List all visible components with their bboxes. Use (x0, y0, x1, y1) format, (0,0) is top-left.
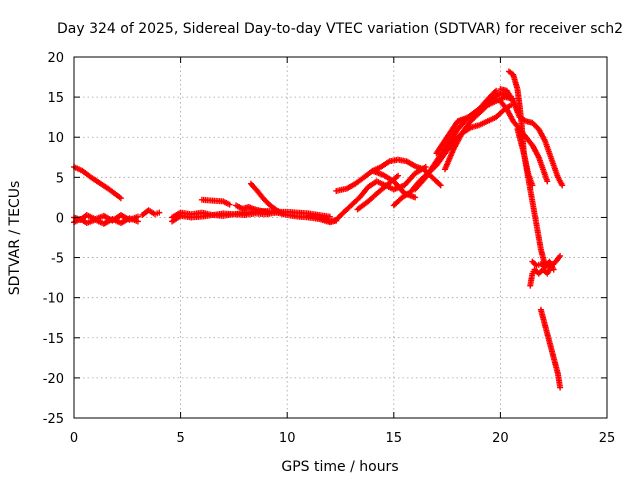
y-tick-label: 0 (56, 211, 64, 226)
y-tick-label: -10 (43, 292, 64, 307)
y-tick-label: 15 (47, 91, 64, 106)
series-arc-17 (441, 94, 517, 173)
y-tick-label: -20 (43, 372, 64, 387)
y-tick-label: -5 (51, 252, 64, 267)
data-point (544, 178, 551, 185)
x-tick-label: 20 (492, 431, 509, 446)
data-point (279, 210, 286, 217)
series-arc-23 (529, 258, 557, 273)
data-point (117, 195, 124, 202)
series-arc-10 (305, 163, 429, 225)
x-tick-label: 0 (70, 431, 78, 446)
series-arc-19 (497, 98, 551, 185)
series-arc-21 (514, 126, 549, 269)
series-arc-1 (71, 163, 124, 202)
data-point (493, 87, 500, 94)
data-point (557, 252, 564, 259)
data-point (437, 182, 444, 189)
data-point-interp (491, 88, 498, 95)
data-point (412, 194, 419, 201)
series-arc-4 (139, 207, 163, 219)
data-point (156, 209, 163, 216)
series-arc-3 (71, 215, 141, 227)
data-point-interp (436, 181, 443, 188)
data-marks (71, 68, 566, 391)
data-point (265, 209, 272, 216)
data-point (395, 172, 402, 179)
series-arc-7 (198, 196, 233, 208)
y-tick-label: -25 (43, 412, 64, 427)
series-arc-24 (537, 306, 564, 391)
data-point (226, 201, 233, 208)
series-arc-20 (505, 68, 536, 189)
series-arc-18 (497, 86, 566, 189)
x-tick-label: 5 (176, 431, 184, 446)
y-tick-label: 20 (47, 51, 64, 66)
y-axis-label: SDTVAR / TECUs (7, 181, 23, 296)
series-arc-9 (247, 180, 286, 217)
data-point (557, 384, 564, 391)
x-axis-label: GPS time / hours (281, 459, 398, 475)
data-point (559, 182, 566, 189)
series-arc-12 (354, 172, 402, 213)
x-tick-label: 15 (386, 431, 403, 446)
grid (74, 57, 607, 418)
y-tick-label: 5 (56, 171, 64, 186)
series-arc-8 (233, 202, 272, 216)
axis-ticks: 0 5 10 15 20 25 20 15 10 5 0 -5 -10 -15 -20 -25 (43, 51, 616, 446)
y-tick-label: 10 (47, 131, 64, 146)
chart-title: Day 324 of 2025, Sidereal Day-to-day VTE… (57, 21, 623, 37)
plot-frame (73, 56, 608, 419)
data-point (550, 266, 557, 273)
data-point (134, 218, 141, 225)
x-tick-label: 10 (279, 431, 296, 446)
series-arc-22 (527, 252, 564, 289)
y-tick-label: -15 (43, 332, 64, 347)
series-arc-16 (433, 87, 500, 157)
x-tick-label: 25 (599, 431, 616, 446)
